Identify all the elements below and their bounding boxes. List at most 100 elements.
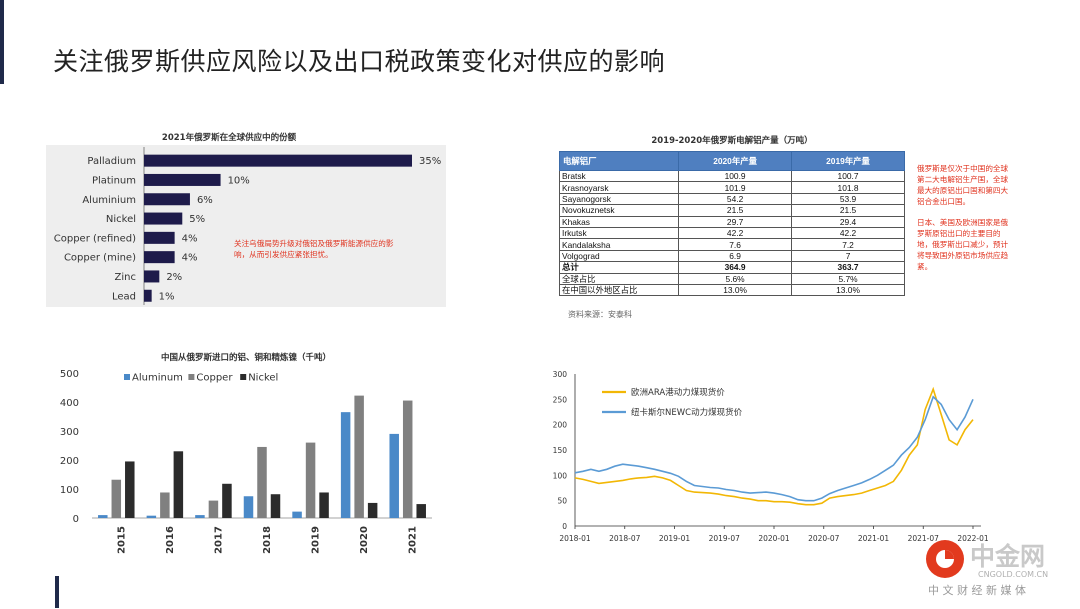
imports-legend-label: Nickel bbox=[248, 373, 278, 384]
right-note-line: 最大的原铝出口国和第四大 bbox=[917, 186, 1009, 195]
share-bar bbox=[144, 173, 221, 186]
table-cell: 101.9 bbox=[678, 181, 793, 194]
share-bar bbox=[144, 231, 175, 244]
coal-xtick: 2019-07 bbox=[709, 534, 741, 543]
imports-bar-aluminum bbox=[195, 515, 205, 518]
imports-xtick: 2021 bbox=[408, 526, 419, 554]
table-cell: 363.7 bbox=[791, 261, 905, 274]
imports-bar-nickel bbox=[125, 461, 135, 518]
imports-bar-aluminum bbox=[389, 433, 399, 518]
imports-bar-copper bbox=[111, 479, 122, 518]
table-row: Novokuznetsk 21.5 21.5 bbox=[558, 204, 905, 217]
share-value-label: 4% bbox=[182, 233, 198, 244]
imports-legend-swatch bbox=[188, 374, 195, 380]
imports-xtick: 2019 bbox=[311, 526, 322, 554]
coal-legend-label: 纽卡斯尔NEWC动力煤现货价 bbox=[631, 407, 743, 418]
imports-xtick: 2017 bbox=[213, 526, 224, 554]
share-note-line: 响，从而引发供应紧张担忧。 bbox=[234, 250, 333, 259]
share-category-label: Copper (mine) bbox=[64, 253, 136, 264]
table-cell: 13.0% bbox=[678, 283, 793, 297]
logo-url: CNGOLD.COM.CN bbox=[978, 570, 1048, 579]
share-bar bbox=[144, 251, 175, 264]
right-note-line: 紧。 bbox=[917, 262, 933, 271]
share-category-label: Nickel bbox=[106, 214, 136, 225]
coal-ytick: 0 bbox=[562, 522, 567, 531]
table-cell: Sayanogorsk bbox=[558, 192, 680, 206]
share-category-label: Platinum bbox=[92, 175, 136, 186]
table-cell: Krasnoyarsk bbox=[558, 181, 680, 194]
coal-ytick: 250 bbox=[553, 395, 568, 404]
coal-chart: 0 50 100 150 200 250 300 2018-01 2018-07 2019-01 2… bbox=[553, 370, 989, 543]
table-cell: Novokuznetsk bbox=[558, 204, 680, 217]
coal-xtick: 2020-07 bbox=[808, 534, 840, 543]
share-bar bbox=[144, 154, 412, 167]
imports-ytick: 500 bbox=[60, 369, 79, 380]
imports-bar-copper bbox=[305, 442, 316, 518]
table-cell: 100.7 bbox=[791, 169, 905, 183]
table-cell: 5.7% bbox=[791, 272, 905, 285]
accent-bar-bottom bbox=[55, 576, 59, 608]
table-cell: 7 bbox=[791, 249, 905, 263]
table-cell: 54.2 bbox=[678, 192, 793, 206]
table-cell: 42.2 bbox=[678, 226, 793, 240]
share-bar bbox=[144, 212, 183, 225]
logo-tagline: 中 文 财 经 新 媒 体 bbox=[928, 583, 1026, 597]
share-value-label: 6% bbox=[197, 195, 213, 206]
imports-legend-label: Copper bbox=[196, 373, 233, 384]
table-cell: Khakas bbox=[558, 215, 680, 228]
table-cell: 100.9 bbox=[678, 169, 793, 183]
share-value-label: 2% bbox=[166, 272, 182, 283]
imports-legend-swatch bbox=[240, 374, 247, 380]
table-row: Khakas 29.7 29.4 bbox=[558, 215, 905, 228]
coal-line-newc bbox=[574, 395, 974, 502]
imports-bar-aluminum bbox=[243, 496, 254, 518]
imports-xtick: 2015 bbox=[116, 526, 127, 554]
share-chart-title: 2021年俄罗斯在全球供应中的份额 bbox=[161, 133, 297, 143]
logo-brand: 中金网 bbox=[970, 542, 1045, 571]
logo-swirl-icon bbox=[945, 550, 954, 559]
share-category-label: Palladium bbox=[87, 156, 136, 167]
share-value-label: 4% bbox=[182, 253, 198, 264]
table-cell: 在中国以外地区占比 bbox=[558, 283, 680, 297]
right-note-line: 将导致国外原铝市场供应趋 bbox=[917, 251, 1009, 260]
coal-xtick: 2018-01 bbox=[559, 534, 591, 543]
coal-xtick: 2018-07 bbox=[609, 534, 641, 543]
share-chart-panel bbox=[46, 145, 446, 307]
right-note-line: 俄罗斯是仅次于中国的全球 bbox=[917, 164, 1009, 173]
table-cell: 13.0% bbox=[791, 283, 905, 297]
imports-legend-swatch bbox=[124, 374, 130, 380]
right-note-line: 地，俄罗斯出口减少，预计 bbox=[917, 240, 1009, 249]
share-value-label: 10% bbox=[228, 175, 250, 186]
imports-xtick: 2018 bbox=[262, 526, 273, 554]
table-header-row: 电解铝厂 2020年产量 2019年产量 bbox=[558, 151, 905, 171]
page-title: 关注俄罗斯供应风险以及出口税政策变化对供应的影响 bbox=[53, 47, 666, 76]
table-cell: 6.9 bbox=[678, 249, 793, 263]
table-row: Irkutsk 42.2 42.2 bbox=[558, 226, 905, 240]
coal-xtick: 2020-01 bbox=[758, 534, 790, 543]
share-note-line: 关注乌俄局势升级对俄铝及俄罗斯能源供应的影 bbox=[234, 239, 394, 248]
right-note-line: 第二大电解铝生产国，全球 bbox=[917, 175, 1009, 184]
table-cell: 7.6 bbox=[678, 238, 793, 251]
imports-xtick: 2016 bbox=[165, 526, 176, 554]
table-source: 资料来源：安泰科 bbox=[568, 310, 632, 319]
imports-bar-copper bbox=[402, 400, 413, 518]
table-header-cell: 2019年产量 bbox=[791, 151, 905, 171]
table-row: Sayanogorsk 54.2 53.9 bbox=[558, 192, 905, 206]
coal-legend-label: 欧洲ARA港动力煤现货价 bbox=[631, 387, 725, 398]
imports-bar-aluminum bbox=[292, 511, 302, 518]
right-note-line: 日本、美国及欧洲国家是俄 bbox=[917, 218, 1009, 227]
imports-bar-nickel bbox=[416, 504, 426, 518]
coal-xtick: 2021-07 bbox=[908, 534, 940, 543]
table-cell: Volgograd bbox=[558, 249, 680, 263]
table-row: Kandalaksha 7.6 7.2 bbox=[558, 238, 905, 251]
share-category-label: Lead bbox=[112, 291, 136, 302]
imports-ytick: 100 bbox=[60, 485, 79, 496]
imports-legend-label: Aluminum bbox=[132, 373, 183, 384]
table-cell: 29.7 bbox=[678, 215, 793, 228]
coal-ytick: 150 bbox=[553, 446, 568, 455]
production-table: 电解铝厂 2020年产量 2019年产量 Bratsk 100.9 100.7 Kr… bbox=[558, 151, 905, 297]
table-cell: 总计 bbox=[558, 261, 680, 274]
accent-bar-top bbox=[0, 0, 4, 84]
table-cell: 21.5 bbox=[678, 204, 793, 217]
right-note-1: 俄罗斯是仅次于中国的全球 第二大电解铝生产国，全球 最大的原铝出口国和第四大 铝… bbox=[917, 163, 1067, 207]
